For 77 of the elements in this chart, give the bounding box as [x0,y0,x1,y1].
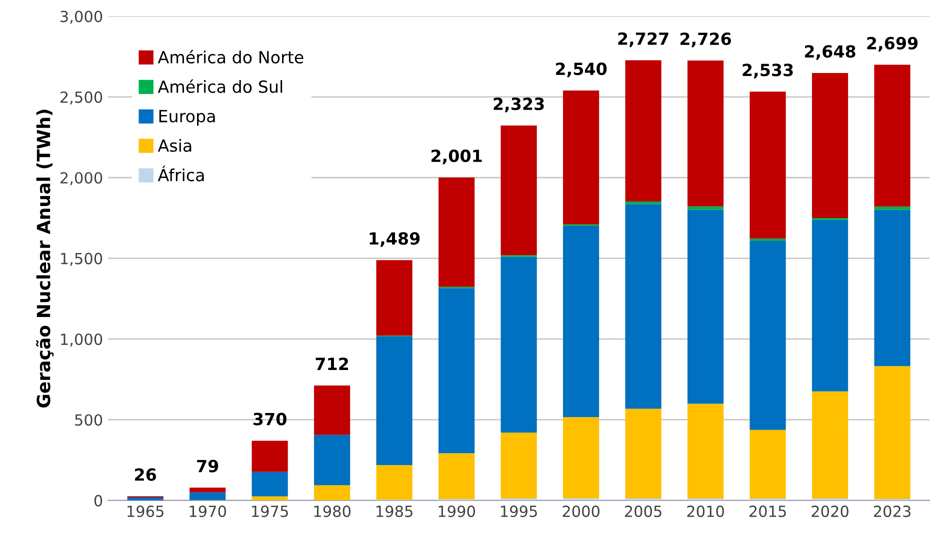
bar [376,465,412,500]
y-tick-label: 500 [75,414,102,426]
total-label: 1,489 [370,232,420,247]
bar [625,202,662,204]
total-label: 2,533 [742,64,793,78]
x-tick-label: 1975 [252,506,288,518]
total-label: 2,001 [432,150,482,164]
total-label: 79 [197,460,218,472]
y-tick-label: 2,000 [60,172,102,186]
bar [874,366,910,499]
bar [190,492,226,500]
bar [687,404,724,498]
x-tick-label: 2023 [874,506,910,518]
bar [812,73,848,218]
total-label: 2,726 [680,32,731,48]
bar [562,90,600,224]
x-tick-label: 2015 [749,506,786,518]
bar [314,386,350,435]
x-tick-label: 2010 [687,506,724,518]
x-tick-label: 1995 [501,506,537,518]
bar [438,288,475,454]
bar [625,204,662,409]
bar [625,408,662,498]
x-tick-label: 1990 [438,506,475,518]
bar [190,488,226,492]
y-tick-label: 0 [94,494,102,506]
bar [874,206,910,210]
bar [314,485,350,500]
bar [625,60,662,202]
total-label: 2,323 [494,98,544,112]
bar [687,210,724,404]
x-tick-label: 1980 [314,506,350,518]
x-tick-label: 1965 [128,506,164,518]
bar [252,472,288,496]
x-tick-label: 1985 [376,506,412,518]
bar [687,206,724,210]
bar [376,336,412,466]
bar [500,256,537,433]
legend-label: África [158,166,204,182]
bar [438,177,475,287]
bar [562,226,600,418]
bar [500,125,537,256]
total-label: 2,699 [867,36,918,52]
x-tick-label: 2005 [624,506,662,518]
total-label: 712 [316,358,348,370]
legend-label: América do Sul [158,79,282,93]
legend-label: Europa [159,110,215,126]
x-tick-label: 1970 [190,506,226,518]
bar [750,241,786,430]
bar [438,453,475,500]
bar [874,64,910,207]
bar [314,434,350,486]
bar [750,238,786,242]
total-label: 2,727 [618,32,668,48]
bar [750,92,786,239]
bar [812,391,848,498]
x-tick-label: 2000 [562,506,600,518]
total-label: 26 [135,468,156,481]
total-label: 2,648 [804,45,856,60]
bar [874,210,910,366]
x-tick-label: 2020 [812,506,848,518]
bar [562,417,600,498]
legend-label: Asia [158,138,192,152]
bar [252,440,288,472]
total-label: 370 [254,412,286,426]
y-tick-label: 1,500 [61,252,102,266]
bar [750,430,786,499]
bar [687,60,724,206]
total-label: 2,540 [556,62,607,78]
y-tick-label: 3,000 [60,10,102,24]
y-tick-label: 1,000 [61,333,102,347]
bar [500,432,537,498]
bar [812,220,848,392]
y-tick-label: 2,500 [60,91,102,105]
y-axis-title: Geração Nuclear Anual (TWh) [36,110,54,408]
bar [376,260,412,336]
legend-label: América do Norte [158,50,304,64]
